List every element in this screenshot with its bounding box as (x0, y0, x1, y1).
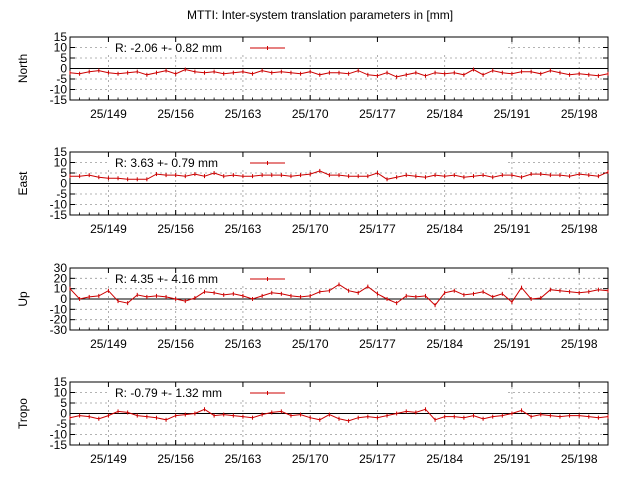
x-tick-label: 25/198 (561, 222, 598, 236)
x-tick-label: 25/184 (426, 107, 463, 121)
y-tick-label: -5 (56, 187, 67, 201)
x-tick-label: 25/170 (292, 107, 329, 121)
y-tick-label: 20 (54, 271, 68, 285)
y-axis-label: East (16, 171, 30, 196)
y-tick-label: 0 (60, 177, 67, 191)
y-tick-label: -15 (50, 93, 68, 107)
x-tick-label: 25/184 (426, 222, 463, 236)
x-tick-label: 25/170 (292, 222, 329, 236)
y-axis-label: Tropo (16, 398, 30, 429)
series-line (69, 283, 609, 306)
x-tick-label: 25/170 (292, 452, 329, 466)
chart-title: MTTI: Inter-system translation parameter… (186, 8, 454, 22)
y-tick-label: 5 (60, 51, 67, 65)
y-tick-label: -5 (56, 72, 67, 86)
y-tick-label: -10 (50, 83, 68, 97)
x-tick-label: 25/163 (225, 222, 262, 236)
y-tick-label: -30 (50, 323, 68, 337)
y-tick-label: -10 (50, 428, 68, 442)
y-tick-label: -20 (50, 313, 68, 327)
y-tick-label: 5 (60, 396, 67, 410)
y-tick-label: -15 (50, 438, 68, 452)
x-tick-label: 25/198 (561, 337, 598, 351)
x-tick-label: 25/163 (225, 107, 262, 121)
x-tick-label: 25/149 (90, 452, 127, 466)
x-tick-label: 25/177 (359, 337, 396, 351)
y-tick-label: 30 (54, 261, 68, 275)
y-tick-label: 5 (60, 166, 67, 180)
y-tick-label: 15 (54, 145, 68, 159)
x-tick-label: 25/184 (426, 337, 463, 351)
x-tick-label: 25/149 (90, 107, 127, 121)
y-tick-label: 10 (54, 386, 68, 400)
x-tick-label: 25/156 (157, 107, 194, 121)
y-axis-label: Up (16, 291, 30, 307)
x-tick-label: 25/177 (359, 452, 396, 466)
legend-text: R: 4.35 +- 4.16 mm (115, 272, 218, 286)
x-tick-label: 25/177 (359, 107, 396, 121)
x-tick-label: 25/191 (494, 452, 531, 466)
legend-text: R: 3.63 +- 0.79 mm (115, 156, 218, 170)
legend-text: R: -0.79 +- 1.32 mm (115, 386, 222, 400)
y-axis-label: North (16, 54, 30, 83)
y-tick-label: 10 (54, 41, 68, 55)
y-tick-label: -5 (56, 417, 67, 431)
legend-text: R: -2.06 +- 0.82 mm (115, 41, 222, 55)
x-tick-label: 25/156 (157, 452, 194, 466)
x-tick-label: 25/177 (359, 222, 396, 236)
x-tick-label: 25/149 (90, 222, 127, 236)
y-tick-label: 10 (54, 156, 68, 170)
y-tick-label: -15 (50, 208, 68, 222)
y-tick-label: 0 (60, 292, 67, 306)
y-tick-label: -10 (50, 302, 68, 316)
x-tick-label: 25/191 (494, 222, 531, 236)
x-tick-label: 25/198 (561, 452, 598, 466)
y-tick-label: -10 (50, 198, 68, 212)
x-tick-label: 25/198 (561, 107, 598, 121)
y-tick-label: 0 (60, 407, 67, 421)
x-tick-label: 25/156 (157, 337, 194, 351)
y-tick-label: 15 (54, 30, 68, 44)
y-tick-label: 15 (54, 375, 68, 389)
x-tick-label: 25/156 (157, 222, 194, 236)
x-tick-label: 25/163 (225, 337, 262, 351)
x-tick-label: 25/149 (90, 337, 127, 351)
y-tick-label: 10 (54, 282, 68, 296)
y-tick-label: 0 (60, 62, 67, 76)
x-tick-label: 25/184 (426, 452, 463, 466)
x-tick-label: 25/191 (494, 107, 531, 121)
x-tick-label: 25/170 (292, 337, 329, 351)
x-tick-label: 25/163 (225, 452, 262, 466)
x-tick-label: 25/191 (494, 337, 531, 351)
